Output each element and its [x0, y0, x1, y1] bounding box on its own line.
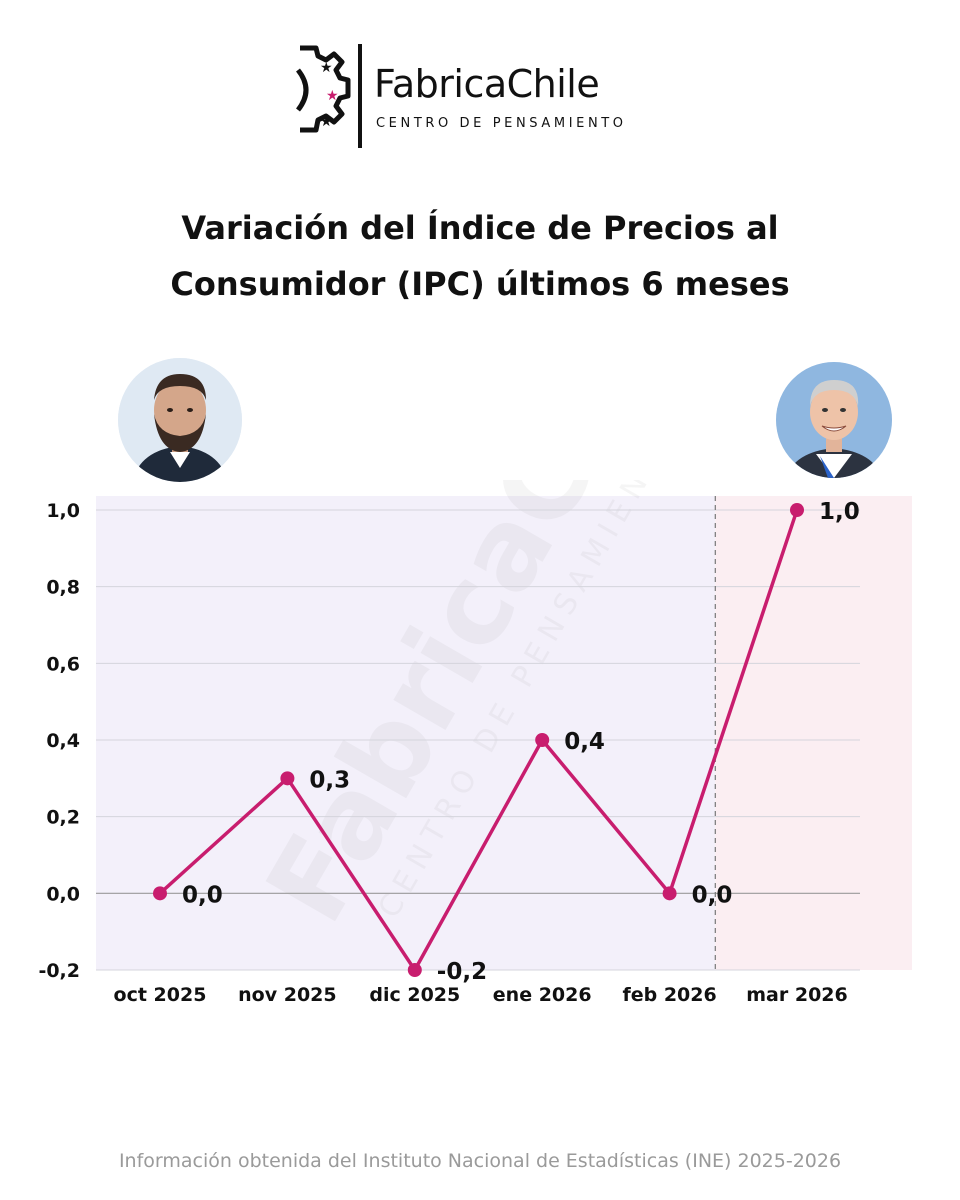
plot-background-current [715, 496, 912, 970]
svg-text:★: ★ [320, 60, 333, 76]
logo-divider [358, 44, 362, 148]
data-point [280, 771, 295, 786]
data-point [535, 733, 550, 747]
avatar-right [776, 362, 892, 478]
source-note: Información obtenida del Instituto Nacio… [118, 1150, 842, 1172]
x-tick-label: mar 2026 [746, 984, 848, 1006]
y-tick-label: 1,0 [46, 500, 80, 522]
data-point [790, 503, 804, 517]
svg-text:★: ★ [320, 114, 333, 130]
y-tick-label: 0,2 [46, 807, 80, 829]
y-tick-label: 0,0 [46, 883, 80, 905]
data-label: 0,3 [309, 767, 350, 793]
data-label: 0,4 [564, 729, 605, 755]
x-tick-label: feb 2026 [622, 984, 716, 1006]
title-line-2: Consumidor (IPC) últimos 6 meses [170, 265, 790, 303]
portrait-smiling-man-icon [776, 362, 892, 478]
y-tick-label: 0,8 [46, 577, 80, 599]
data-point [407, 963, 422, 977]
data-label: 0,0 [182, 882, 223, 908]
data-label: 0,0 [692, 882, 733, 908]
portrait-bearded-man-icon [118, 358, 242, 482]
data-label: 1,0 [819, 499, 860, 525]
data-label: -0,2 [437, 959, 487, 985]
x-tick-label: ene 2026 [493, 984, 592, 1006]
x-tick-label: nov 2025 [238, 984, 336, 1006]
avatar-left [118, 358, 242, 482]
y-tick-label: 0,4 [46, 730, 80, 752]
plot-background-previous [96, 496, 716, 970]
y-tick-label: 0,6 [46, 653, 80, 675]
series-line [158, 509, 799, 972]
x-tick-label: dic 2025 [369, 984, 460, 1006]
title-line-1: Variación del Índice de Precios al [181, 209, 779, 247]
gear-stars-logo-icon: ★ ★ ★ [295, 45, 351, 133]
brand-tagline: CENTRO DE PENSAMIENTO [376, 116, 627, 131]
page-title: Variación del Índice de Precios al Consu… [60, 200, 900, 312]
data-point [153, 886, 167, 901]
brand-logo: ★ ★ ★ FabricaChile CENTRO DE PENSAMIENTO [290, 40, 680, 152]
ipc-line-chart: FabricaChile CENTRO DE PENSAMIENTO 1,00,… [38, 480, 912, 1006]
brand-name: FabricaChile [374, 62, 600, 106]
data-point [662, 886, 677, 901]
y-tick-label: -0,2 [38, 960, 80, 982]
x-tick-label: oct 2025 [114, 984, 207, 1006]
svg-text:★: ★ [326, 88, 339, 104]
